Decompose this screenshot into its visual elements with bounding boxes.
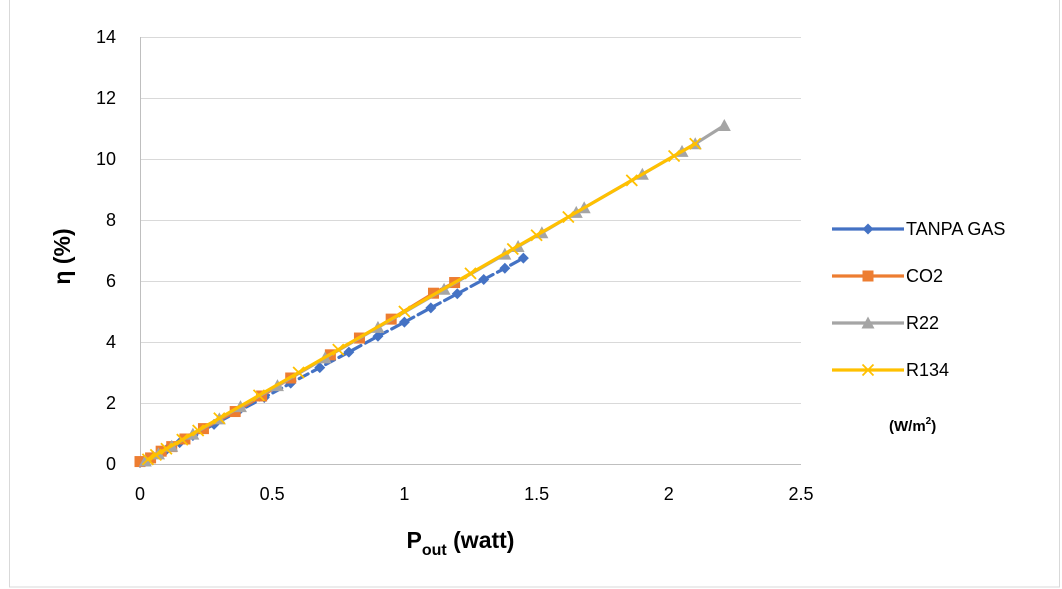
y-tick-label: 2 — [106, 393, 116, 413]
x-tick-label: 2 — [664, 484, 674, 504]
data-point — [343, 346, 355, 358]
series-line — [138, 256, 526, 465]
x-axis-title: Pout (watt) — [407, 527, 515, 559]
y-tick-label: 8 — [106, 210, 116, 230]
data-point — [398, 316, 410, 328]
data-point — [689, 137, 702, 150]
data-point — [499, 262, 511, 274]
legend-item-tanpa-gas: TANPA GAS — [832, 219, 1005, 239]
legend-marker — [862, 270, 874, 282]
x-tick-label: 1.5 — [524, 484, 549, 504]
data-point — [625, 174, 638, 187]
x-tick-label: 1 — [399, 484, 409, 504]
data-point — [530, 229, 543, 242]
legend-label: R22 — [906, 313, 939, 333]
series-r134 — [141, 137, 702, 466]
y-tick-label: 14 — [96, 27, 116, 47]
data-point — [506, 242, 519, 256]
y-tick-label: 0 — [106, 454, 116, 474]
data-point — [464, 267, 477, 280]
x-tick-label: 0 — [135, 484, 145, 504]
legend-marker — [861, 316, 875, 329]
legend-marker — [862, 223, 874, 235]
y-axis-title: η (%) — [49, 228, 75, 284]
data-point — [252, 389, 266, 402]
chart-outer-border — [9, 0, 1060, 588]
legend-label: R134 — [906, 360, 949, 380]
data-point — [451, 288, 463, 300]
data-point — [562, 210, 575, 224]
legend-label: TANPA GAS — [906, 219, 1005, 239]
data-point — [314, 362, 326, 374]
data-point — [138, 454, 152, 467]
legend-item-r22: R22 — [832, 313, 939, 333]
data-point — [667, 149, 681, 163]
data-point — [425, 302, 437, 314]
data-point — [292, 366, 305, 379]
data-point — [141, 453, 155, 466]
data-point — [149, 448, 163, 461]
legend-marker — [861, 363, 875, 377]
y-tick-label: 4 — [106, 332, 116, 352]
legend-item-r134: R134 — [832, 360, 949, 380]
legend-item-co2: CO2 — [832, 266, 943, 286]
unit-note: (W/m2) — [889, 416, 936, 435]
data-point — [372, 330, 384, 342]
data-point — [398, 305, 411, 318]
legend-label: CO2 — [906, 266, 943, 286]
data-point — [134, 456, 146, 468]
data-point — [332, 343, 345, 356]
data-point — [160, 442, 173, 455]
data-point — [176, 433, 189, 446]
data-point — [192, 424, 205, 437]
x-tick-label: 2.5 — [788, 484, 813, 504]
data-point — [717, 118, 731, 131]
data-point — [517, 252, 529, 264]
data-point — [478, 273, 490, 285]
x-tick-label: 0.5 — [260, 484, 285, 504]
y-tick-label: 6 — [106, 271, 116, 291]
data-point — [213, 412, 226, 425]
y-tick-label: 12 — [96, 88, 116, 108]
y-tick-label: 10 — [96, 149, 116, 169]
